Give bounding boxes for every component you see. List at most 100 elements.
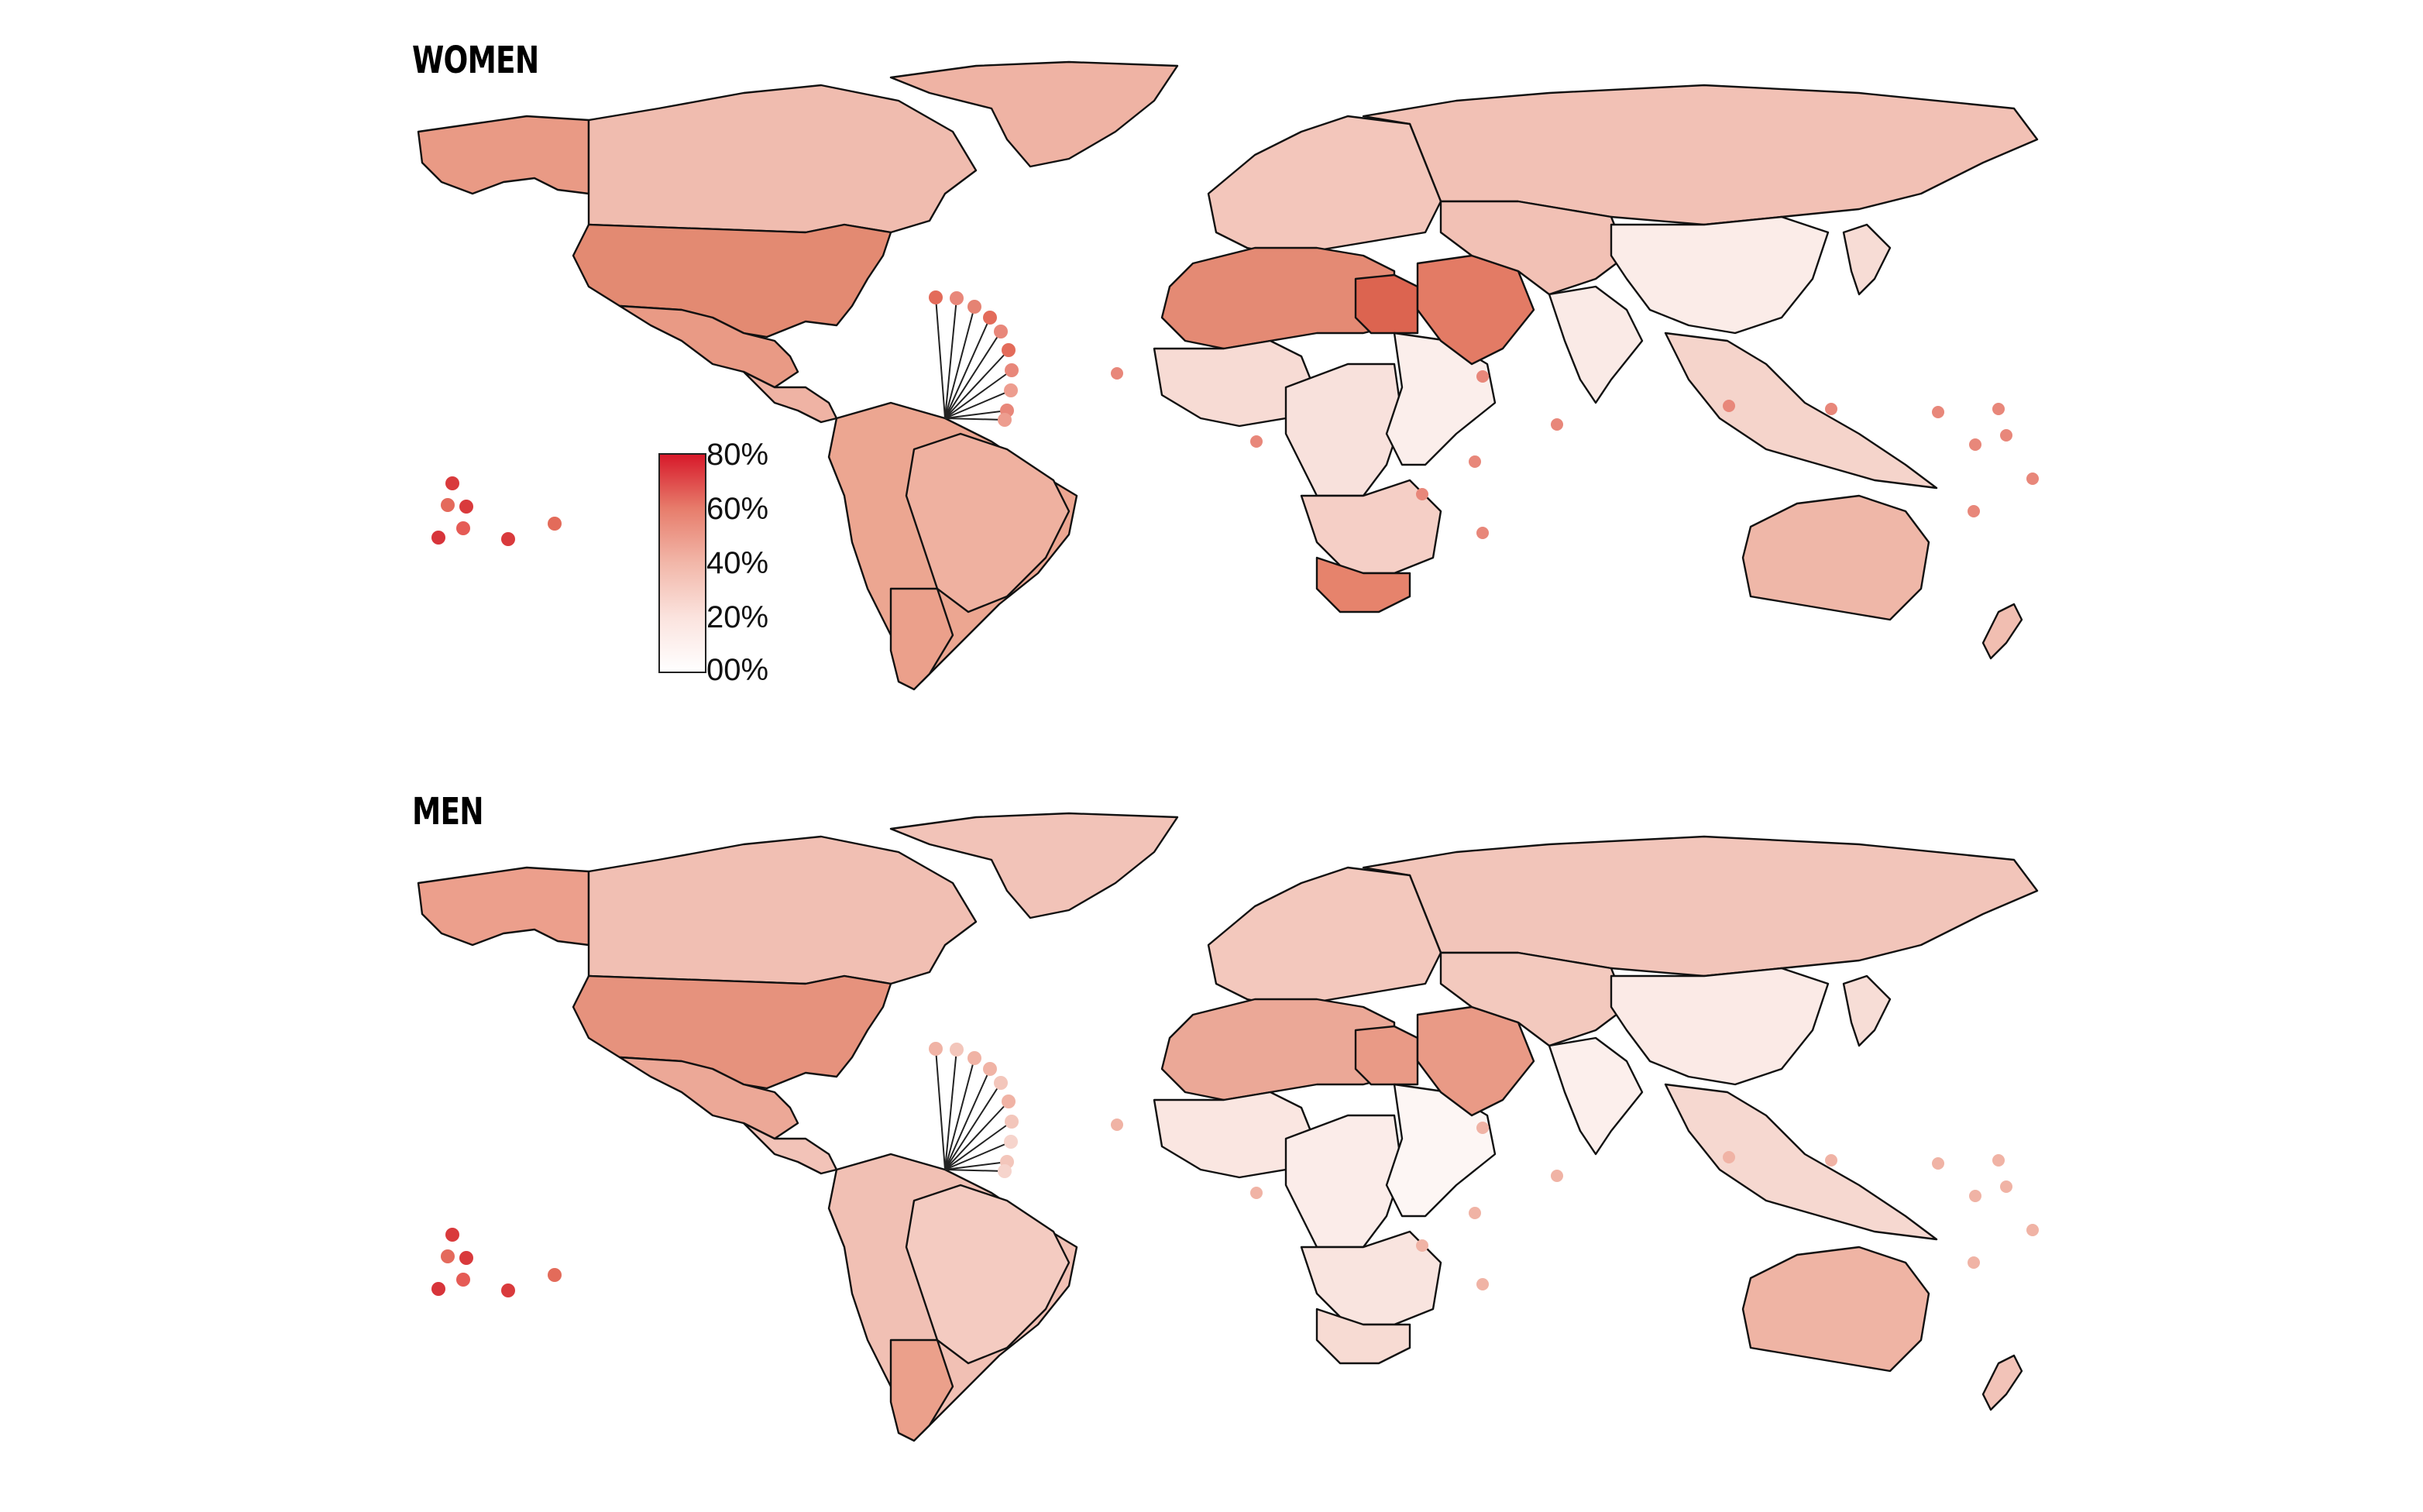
caribbean-island-dot: [983, 311, 997, 325]
small-island-dot: [1250, 435, 1263, 448]
world-map-women: [417, 60, 2039, 691]
caribbean-island-dot: [967, 1051, 981, 1065]
panel-title-women: WOMEN: [412, 39, 539, 82]
region-central-africa: [1284, 1114, 1404, 1249]
island-leader-line: [944, 1057, 975, 1170]
legend-tick-20: 20%: [706, 600, 769, 634]
region-argentina: [889, 587, 954, 691]
region-new-zealand: [1981, 1354, 2023, 1411]
island-leader-line: [944, 1082, 1002, 1170]
caribbean-island-dot: [1005, 363, 1019, 377]
caribbean-island-dot: [1002, 1094, 1016, 1108]
region-india: [1548, 1036, 1644, 1156]
region-southeast-asia: [1664, 332, 1938, 490]
region-australia: [1741, 1246, 1930, 1373]
island-leader-line: [935, 1048, 946, 1170]
legend-tick-00: 00%: [706, 653, 769, 687]
region-egypt: [1354, 273, 1419, 335]
small-island-dot: [1476, 370, 1489, 383]
region-new-zealand: [1981, 603, 2023, 660]
region-alaska: [417, 115, 590, 195]
region-australia: [1741, 494, 1930, 621]
small-island-dot: [1969, 438, 1981, 451]
caribbean-island-dot: [950, 291, 964, 305]
region-central-america: [742, 1122, 838, 1175]
region-usa: [572, 974, 892, 1090]
small-island-dot: [1416, 1239, 1428, 1252]
small-island-dot: [1469, 1207, 1481, 1219]
pacific-island-dot: [431, 1282, 445, 1296]
legend-color-bar: [658, 453, 706, 673]
region-south-africa: [1315, 556, 1411, 613]
region-india: [1548, 285, 1644, 404]
island-leader-line: [944, 297, 957, 419]
caribbean-island-dot: [983, 1062, 997, 1076]
island-leader-line: [944, 1141, 1012, 1170]
caribbean-island-dot: [998, 1164, 1012, 1178]
region-south-africa: [1315, 1308, 1411, 1365]
region-alaska: [417, 866, 590, 947]
pacific-island-dot: [501, 532, 515, 546]
legend-tick-60: 60%: [706, 492, 769, 526]
small-island-dot: [1551, 418, 1563, 431]
region-central-asia: [1439, 200, 1628, 296]
island-leader-line: [944, 317, 991, 419]
pacific-island-dot: [441, 1249, 455, 1263]
island-leader-line: [944, 306, 975, 419]
pacific-island-dot: [459, 1251, 473, 1265]
region-europe: [1207, 866, 1442, 1009]
region-north-africa: [1160, 246, 1396, 350]
island-leader-line: [944, 390, 1012, 419]
caribbean-island-dot: [998, 413, 1012, 427]
small-island-dot: [1476, 527, 1489, 539]
caribbean-island-dot: [929, 290, 943, 304]
caribbean-island-dot: [1005, 1115, 1019, 1129]
region-canada: [587, 84, 978, 234]
caribbean-island-dot: [1004, 383, 1018, 397]
caribbean-island-dot: [994, 1076, 1008, 1090]
region-southern-africa: [1300, 479, 1442, 575]
caribbean-island-dot: [950, 1043, 964, 1057]
pacific-island-dot: [456, 1273, 470, 1287]
region-north-africa: [1160, 998, 1396, 1101]
pacific-island-dot: [441, 498, 455, 512]
island-leader-line: [944, 1049, 957, 1170]
legend-tick-80: 80%: [706, 438, 769, 472]
pacific-island-dot: [445, 476, 459, 490]
small-island-dot: [1968, 1256, 1980, 1269]
region-greenland: [889, 60, 1179, 168]
island-leader-line: [944, 1121, 1012, 1170]
small-island-dot: [1825, 1154, 1837, 1167]
island-leader-line: [944, 1101, 1009, 1170]
pacific-island-dot: [459, 500, 473, 514]
region-japan: [1842, 223, 1892, 296]
small-island-dot: [2000, 429, 2012, 442]
small-island-dot: [2026, 472, 2039, 485]
small-island-dot: [1968, 505, 1980, 517]
caribbean-island-dot: [967, 300, 981, 314]
small-island-dot: [2000, 1180, 2012, 1193]
region-argentina: [889, 1338, 954, 1442]
pacific-island-dot: [431, 531, 445, 545]
region-greenland: [889, 812, 1179, 919]
region-japan: [1842, 974, 1892, 1047]
caribbean-island-dot: [994, 325, 1008, 338]
small-island-dot: [1723, 1151, 1735, 1163]
pacific-island-dot: [548, 517, 562, 531]
island-leader-line: [944, 410, 1008, 419]
small-island-dot: [1992, 403, 2005, 415]
pacific-island-dot: [548, 1268, 562, 1282]
region-egypt: [1354, 1025, 1419, 1086]
region-brazil: [905, 432, 1071, 613]
small-island-dot: [1476, 1278, 1489, 1290]
panel-title-men: MEN: [412, 790, 484, 833]
island-leader-line: [944, 369, 1012, 419]
region-canada: [587, 835, 978, 985]
small-island-dot: [1250, 1187, 1263, 1199]
small-island-dot: [1723, 400, 1735, 412]
island-leader-line: [944, 1068, 991, 1170]
caribbean-island-dot: [1004, 1135, 1018, 1149]
region-china: [1610, 215, 1830, 335]
island-leader-line: [944, 1169, 1005, 1172]
